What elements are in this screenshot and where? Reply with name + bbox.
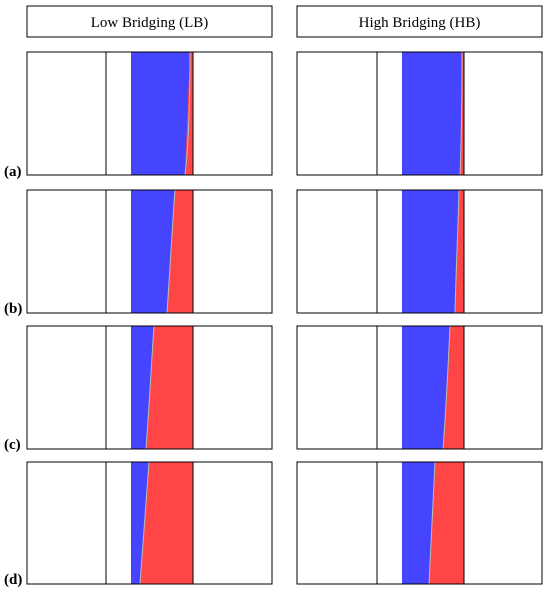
- panel-a-hb: [296, 51, 543, 176]
- header-right-label: High Bridging (HB): [359, 15, 481, 31]
- red-region: [429, 462, 464, 584]
- interface-line: [428, 461, 436, 585]
- panel-a-lb: [26, 51, 273, 176]
- interface-line: [454, 189, 460, 314]
- interface-line: [459, 51, 463, 176]
- red-region: [167, 190, 193, 313]
- red-region: [455, 190, 464, 313]
- panel-c-lb: [26, 325, 273, 450]
- red-region: [146, 326, 193, 449]
- row-label-a: (a): [4, 164, 22, 180]
- panel-b-hb: [296, 189, 543, 314]
- row-label-d: (d): [4, 572, 22, 588]
- interface-line: [139, 461, 150, 585]
- panel-d-lb: [26, 461, 273, 585]
- blue-region: [131, 52, 193, 175]
- row-c: (c): [4, 325, 543, 453]
- header-left-label: Low Bridging (LB): [91, 15, 209, 31]
- panel-c-hb: [296, 325, 543, 450]
- row-d: (d): [4, 461, 543, 588]
- interface-line: [442, 325, 451, 450]
- interface-line: [145, 325, 155, 450]
- row-a: (a): [4, 51, 543, 180]
- interface-line: [184, 51, 191, 176]
- interface-line: [166, 189, 176, 314]
- header-right: High Bridging (HB): [296, 5, 543, 38]
- panel-d-hb: [296, 461, 543, 585]
- row-label-b: (b): [4, 301, 22, 317]
- row-b: (b): [4, 189, 543, 317]
- row-label-c: (c): [4, 437, 21, 453]
- red-region: [140, 462, 193, 584]
- header-left: Low Bridging (LB): [26, 5, 273, 38]
- blue-region: [402, 52, 464, 175]
- blue-region: [402, 190, 464, 313]
- panel-b-lb: [26, 189, 273, 314]
